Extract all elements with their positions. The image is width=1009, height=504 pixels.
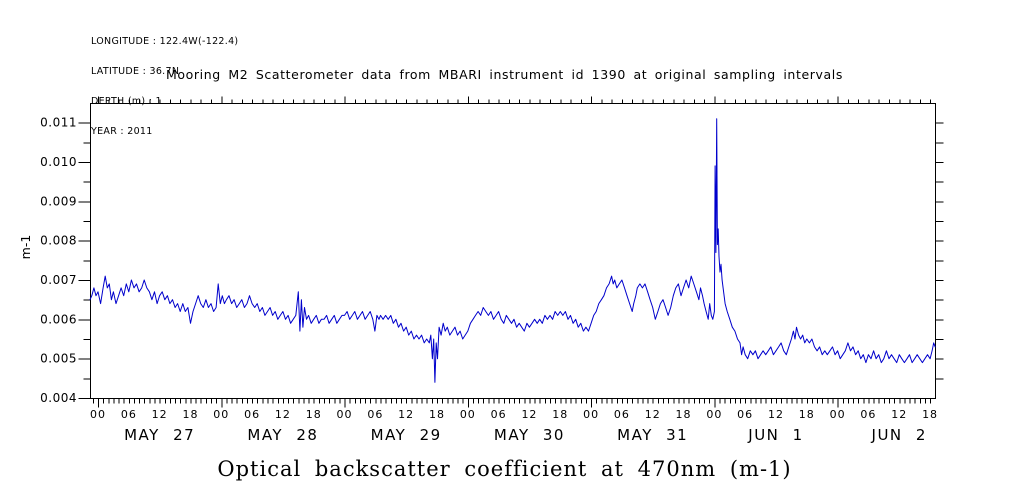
hour-tick-label: 12 — [521, 408, 537, 421]
hour-tick-label: 06 — [737, 408, 753, 421]
y-tick-label: 0.009 — [40, 194, 77, 208]
hour-tick-label: 06 — [121, 408, 137, 421]
hour-tick-label: 12 — [891, 408, 907, 421]
day-label: MAY 27 — [124, 426, 195, 444]
hour-tick-label: 06 — [860, 408, 876, 421]
hour-tick-label: 12 — [645, 408, 661, 421]
hour-tick-label: 00 — [830, 408, 846, 421]
hour-tick-label: 18 — [676, 408, 692, 421]
y-tick-label: 0.008 — [40, 234, 77, 248]
plot-title: Mooring M2 Scatterometer data from MBARI… — [166, 67, 843, 82]
y-tick-label: 0.011 — [40, 116, 77, 130]
plot-frame — [90, 103, 936, 399]
hour-tick-label: 00 — [90, 408, 106, 421]
metadata-longitude: LONGITUDE : 122.4W(-122.4) — [91, 36, 239, 47]
hour-tick-label: 12 — [152, 408, 168, 421]
hour-tick-label: 18 — [429, 408, 445, 421]
y-tick-label: 0.006 — [40, 312, 77, 326]
hour-tick-label: 00 — [460, 408, 476, 421]
data-line — [89, 118, 936, 383]
x-axis-caption: Optical backscatter coefficient at 470nm… — [217, 457, 792, 481]
day-label: JUN 1 — [747, 426, 803, 444]
y-tick-label: 0.010 — [40, 155, 77, 169]
hour-tick-label: 18 — [922, 408, 938, 421]
hour-tick-label: 00 — [583, 408, 599, 421]
hour-tick-label: 00 — [213, 408, 229, 421]
hour-tick-label: 06 — [244, 408, 260, 421]
hour-tick-label: 18 — [552, 408, 568, 421]
hour-tick-label: 12 — [275, 408, 291, 421]
y-tick-label: 0.004 — [40, 391, 77, 405]
hour-tick-label: 18 — [182, 408, 198, 421]
metadata-block: LONGITUDE : 122.4W(-122.4) LATITUDE : 36… — [91, 17, 238, 157]
hour-tick-label: 06 — [491, 408, 507, 421]
hour-tick-label: 06 — [367, 408, 383, 421]
day-label: JUN 2 — [871, 426, 927, 444]
y-tick-label: 0.007 — [40, 273, 77, 287]
y-axis-label: m-1 — [18, 235, 33, 260]
y-tick-label: 0.005 — [40, 352, 77, 366]
hour-tick-label: 00 — [706, 408, 722, 421]
hour-tick-label: 00 — [337, 408, 353, 421]
metadata-latitude: LATITUDE : 36.7N — [91, 66, 180, 77]
metadata-year: YEAR : 2011 — [91, 126, 153, 137]
hour-tick-label: 06 — [614, 408, 630, 421]
day-label: MAY 30 — [494, 426, 565, 444]
hour-tick-label: 12 — [398, 408, 414, 421]
day-label: MAY 28 — [247, 426, 318, 444]
day-label: MAY 31 — [617, 426, 688, 444]
hour-tick-label: 18 — [306, 408, 322, 421]
hour-tick-label: 12 — [768, 408, 784, 421]
day-label: MAY 29 — [371, 426, 442, 444]
hour-tick-label: 18 — [799, 408, 815, 421]
